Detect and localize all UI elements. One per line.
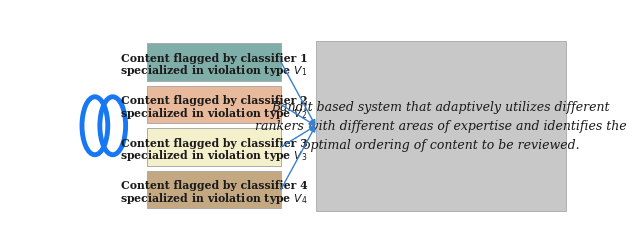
Text: specialized in violation type $V_{1}$: specialized in violation type $V_{1}$ [120,63,307,78]
FancyBboxPatch shape [147,129,281,166]
Text: Content flagged by classifier 2: Content flagged by classifier 2 [120,95,307,106]
Text: specialized in violation type $V_{4}$: specialized in violation type $V_{4}$ [120,190,308,205]
Text: Content flagged by classifier 1: Content flagged by classifier 1 [120,52,307,64]
Text: Content flagged by classifier 4: Content flagged by classifier 4 [120,180,307,190]
Text: specialized in violation type $V_{2}$: specialized in violation type $V_{2}$ [120,105,307,120]
Text: specialized in violation type $V_{3}$: specialized in violation type $V_{3}$ [120,148,308,162]
FancyBboxPatch shape [147,171,281,208]
FancyBboxPatch shape [316,42,566,211]
Text: Content flagged by classifier 3: Content flagged by classifier 3 [120,137,307,148]
FancyBboxPatch shape [147,44,281,82]
Text: Bandit based system that adaptively utilizes different
rankers with different ar: Bandit based system that adaptively util… [255,101,627,152]
FancyBboxPatch shape [147,86,281,124]
